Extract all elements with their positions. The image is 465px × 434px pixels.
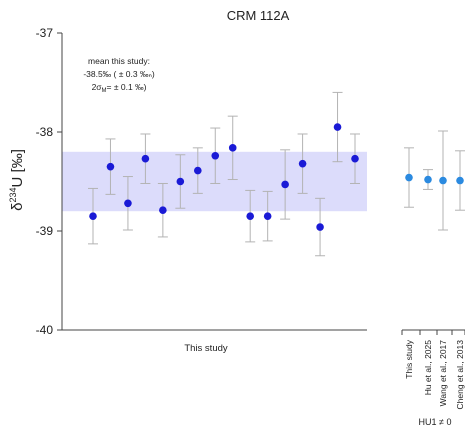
mean-band-layer [62, 151, 367, 212]
y-tick-label: -39 [36, 224, 54, 238]
y-tick-label: -37 [36, 26, 54, 40]
point-marker [351, 154, 359, 163]
comparison-category-label: Hu et al., 2025 [423, 340, 433, 396]
point-marker [316, 223, 324, 231]
point-marker [141, 154, 150, 163]
point-marker [333, 123, 342, 131]
comparison-layer: This study Hu et al., 2025 Wang et al., 20… [401, 130, 465, 410]
data-point [192, 147, 203, 194]
data-point [297, 133, 308, 194]
data-point [280, 149, 291, 220]
data-point [332, 91, 343, 163]
comparison-point: Wang et al., 2017 [438, 130, 448, 407]
points-layer [88, 91, 360, 257]
annotation-line-2: -38.5‰ ( ± 0.3 ‰ₙ) [83, 69, 155, 79]
y-axis-label: δ234U [‰] [8, 149, 26, 211]
data-point [122, 176, 133, 231]
y-tick-label: -40 [36, 323, 54, 337]
point-marker [405, 173, 413, 182]
data-point [262, 190, 273, 242]
y-tick-label: -38 [36, 125, 54, 139]
y-axis-label-delta: δ [9, 203, 26, 211]
point-marker [298, 159, 307, 168]
annotation-line-3-rest: = ± 0.1 ‰) [107, 82, 147, 92]
comparison-category-label: Cheng et al., 2013 [455, 340, 465, 410]
mean-band [62, 151, 367, 212]
point-marker [263, 212, 272, 220]
comparison-point: Hu et al., 2025 [423, 169, 433, 396]
point-marker [281, 180, 289, 189]
data-point [210, 127, 221, 184]
axes-layer: -37 -38 -39 -40 [36, 26, 367, 337]
comparison-category-label: This study [404, 339, 414, 378]
data-point [175, 154, 186, 209]
annotation-line-1: mean this study: [88, 56, 150, 66]
x-label-this-study: This study [184, 343, 228, 354]
y-axis-label-rest: U [‰] [9, 149, 26, 187]
point-marker [424, 175, 432, 184]
comparison-point: Cheng et al., 2013 [455, 150, 465, 410]
data-point [245, 189, 256, 243]
annotation-line-3-main: 2σ [92, 82, 103, 92]
point-marker [439, 176, 447, 185]
data-point [227, 115, 238, 181]
point-marker [211, 151, 220, 160]
data-point [105, 138, 116, 195]
point-marker [89, 212, 97, 220]
point-marker [176, 177, 185, 186]
chart-title: CRM 112A [227, 8, 290, 23]
point-marker [456, 176, 464, 185]
comparison-category-label: Wang et al., 2017 [438, 340, 448, 407]
point-marker [159, 206, 167, 215]
data-point [157, 182, 168, 238]
mean-annotation: mean this study: -38.5‰ ( ± 0.3 ‰ₙ) 2σM=… [83, 56, 155, 94]
point-marker [246, 212, 254, 220]
annotation-line-3-sub: M [102, 88, 107, 94]
data-point [350, 133, 360, 184]
comparison-point: This study [404, 147, 414, 379]
data-point [140, 133, 151, 184]
y-axis-label-sup: 234 [8, 187, 18, 202]
point-marker [106, 162, 115, 171]
data-point [315, 197, 326, 257]
point-marker [124, 199, 132, 208]
data-point [88, 187, 98, 245]
point-marker [228, 144, 237, 152]
comparison-footnote: HU1 ≠ 0 [419, 417, 452, 427]
annotation-line-3: 2σM= ± 0.1 ‰) [92, 82, 147, 94]
point-marker [194, 166, 202, 175]
